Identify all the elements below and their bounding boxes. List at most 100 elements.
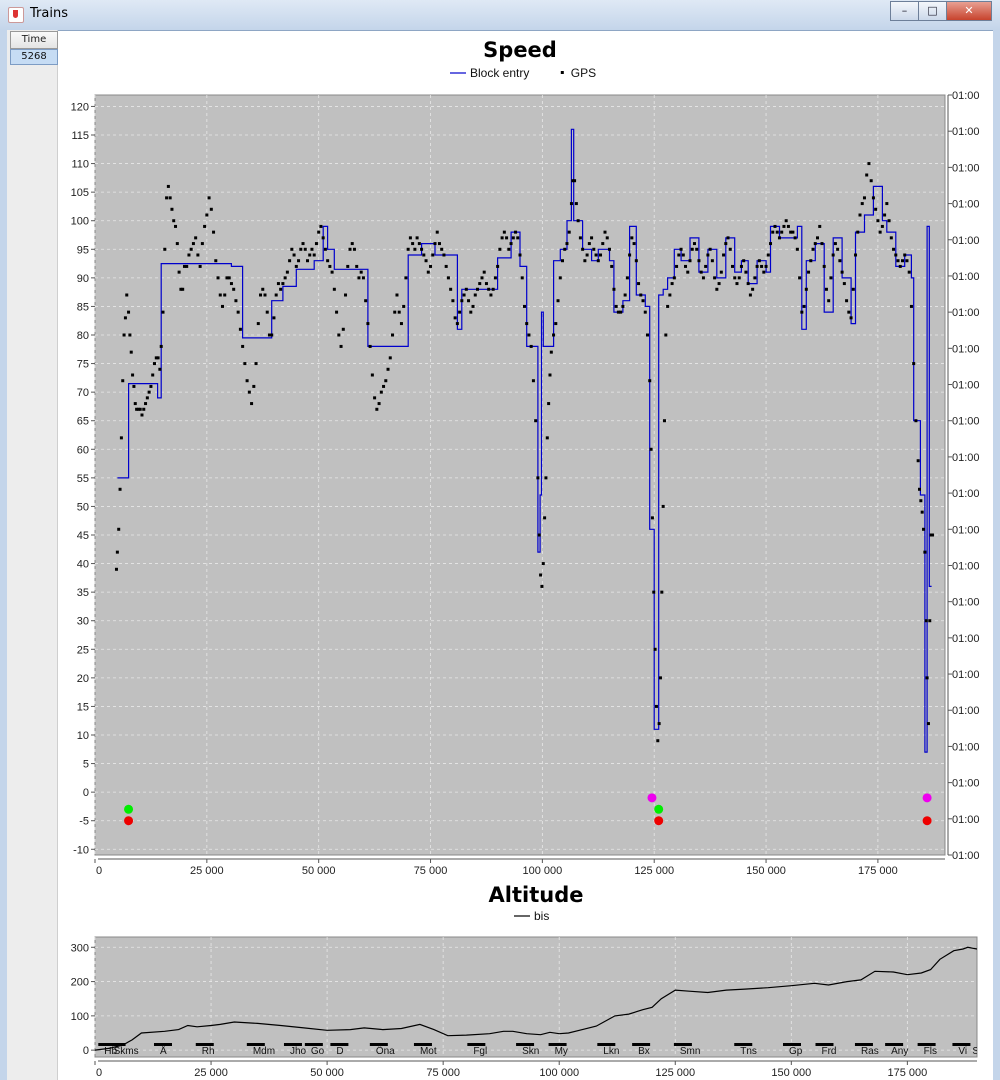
gps-point <box>656 739 660 743</box>
gps-point <box>786 224 790 228</box>
gps-point <box>630 236 634 240</box>
minimize-button[interactable]: – <box>890 1 919 21</box>
gps-point <box>784 219 788 223</box>
gps-point <box>876 219 880 223</box>
gps-point <box>140 413 144 417</box>
right-axis-label: 01:00 <box>952 705 980 717</box>
gps-point <box>444 264 448 268</box>
gps-point <box>928 619 932 623</box>
gps-point <box>793 236 797 240</box>
series-line <box>117 128 932 753</box>
gps-point <box>154 356 158 360</box>
gps-point <box>672 276 676 280</box>
gps-point <box>212 230 216 234</box>
gps-point <box>831 253 835 257</box>
gps-point <box>297 259 301 263</box>
gps-point <box>232 287 236 291</box>
gps-point <box>592 247 596 251</box>
gps-point <box>569 202 573 206</box>
gps-point <box>547 402 551 406</box>
y-tick-label: 300 <box>71 942 89 954</box>
gps-point <box>388 356 392 360</box>
gps-point <box>203 224 207 228</box>
gps-point <box>274 293 278 297</box>
gps-point <box>527 333 531 337</box>
gps-point <box>319 224 323 228</box>
gps-point <box>276 282 280 286</box>
gps-point <box>514 230 518 234</box>
y-tick-label: 45 <box>77 530 89 542</box>
gps-point <box>135 407 139 411</box>
x-tick-label: 125 000 <box>655 1067 695 1079</box>
gps-point <box>185 264 189 268</box>
gps-point <box>125 293 129 297</box>
gps-point <box>646 333 649 337</box>
gps-point <box>722 253 726 257</box>
station-label: Go <box>311 1046 325 1057</box>
series-bis <box>95 946 977 1051</box>
gps-point <box>187 253 191 257</box>
y-tick-label: 200 <box>71 977 89 989</box>
gps-point <box>576 219 580 223</box>
gps-point <box>241 344 245 348</box>
gps-point <box>760 264 764 268</box>
station-bar <box>952 1043 971 1046</box>
gps-point <box>285 270 289 274</box>
gps-point <box>751 287 755 291</box>
gps-point <box>355 264 359 268</box>
gps-point <box>692 242 696 246</box>
gps-point <box>308 253 312 257</box>
gps-point <box>181 287 185 291</box>
gps-point <box>663 419 666 423</box>
gps-point <box>909 304 913 308</box>
gps-point <box>930 533 934 537</box>
close-button[interactable]: ✕ <box>946 1 992 21</box>
gps-point <box>854 253 858 257</box>
gps-point <box>898 264 902 268</box>
time-value-cell[interactable]: 5268 <box>10 49 58 65</box>
gps-point <box>809 259 813 263</box>
gps-point <box>341 327 345 331</box>
gps-point <box>713 276 717 280</box>
gps-point <box>639 293 643 297</box>
gps-point <box>518 253 522 257</box>
y-tick-label: -10 <box>73 844 89 856</box>
gps-point <box>281 282 285 286</box>
gps-point <box>880 224 884 228</box>
gps-point <box>399 322 403 326</box>
gps-point <box>252 384 256 388</box>
gps-point <box>654 704 658 708</box>
gps-point <box>446 276 450 280</box>
y-tick-label: 20 <box>77 673 89 685</box>
gps-point <box>563 247 567 251</box>
gps-point <box>408 236 412 240</box>
gps-point <box>397 310 401 314</box>
gps-point <box>236 310 240 314</box>
gps-point <box>144 402 148 406</box>
gps-point <box>168 196 172 200</box>
gps-point <box>265 310 269 314</box>
gps-point <box>771 230 775 234</box>
gps-point <box>522 304 526 308</box>
gps-point <box>541 562 545 566</box>
time-column-header[interactable]: Time <box>10 31 58 49</box>
gps-point <box>735 282 739 286</box>
gps-point <box>594 253 598 257</box>
gps-point <box>833 242 837 246</box>
gps-point <box>766 253 770 257</box>
gps-point <box>612 287 616 291</box>
gps-point <box>690 247 694 251</box>
station-label: Fgl <box>473 1046 487 1057</box>
gps-point <box>326 259 330 263</box>
gps-point <box>250 402 254 406</box>
gps-point <box>314 242 318 246</box>
gps-point <box>710 259 714 263</box>
gps-point <box>267 333 271 337</box>
gps-point <box>926 722 930 726</box>
gps-point <box>238 327 242 331</box>
gps-point <box>896 259 900 263</box>
gps-point <box>159 344 163 348</box>
gps-point <box>128 333 132 337</box>
gps-point <box>489 293 493 297</box>
station-label: Any <box>891 1046 908 1057</box>
